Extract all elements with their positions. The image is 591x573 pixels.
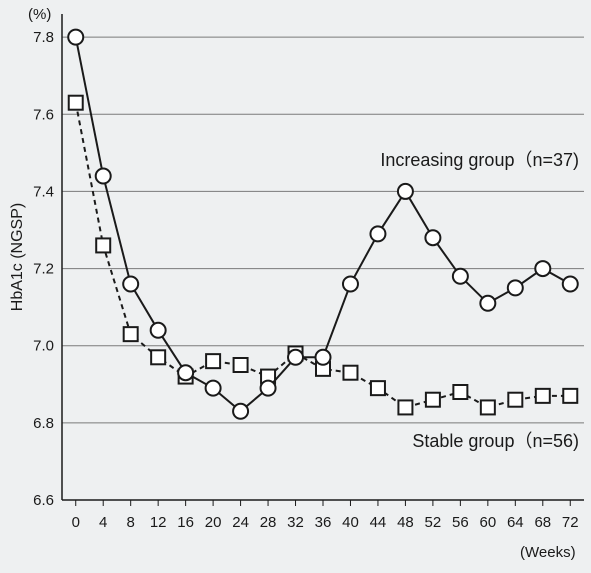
x-tick-label: 60 xyxy=(479,514,496,531)
data-point xyxy=(369,225,387,243)
data-point xyxy=(149,321,167,339)
x-tick-label: 8 xyxy=(127,514,135,531)
x-tick-label: 44 xyxy=(370,514,387,531)
y-tick-label: 7.6 xyxy=(33,106,54,123)
stable-group-label: Stable group（n=56) xyxy=(412,431,579,451)
y-tick-label: 7.4 xyxy=(33,183,54,200)
data-point xyxy=(452,384,469,400)
x-tick-label: 32 xyxy=(287,514,304,531)
increasing-group-label: Increasing group（n=37) xyxy=(380,150,579,170)
x-tick-label: 0 xyxy=(72,514,80,531)
data-point xyxy=(122,326,139,343)
data-point xyxy=(67,28,85,46)
x-tick-label: 40 xyxy=(342,514,359,531)
data-point xyxy=(506,279,524,297)
data-point xyxy=(67,94,84,111)
series-increasing-group xyxy=(67,28,579,420)
data-point xyxy=(424,391,441,408)
data-point xyxy=(177,364,195,382)
data-point xyxy=(561,275,579,293)
gridlines xyxy=(62,36,584,424)
data-point xyxy=(507,391,524,408)
data-point xyxy=(259,379,277,397)
x-tick-label: 52 xyxy=(425,514,442,531)
x-tick-label: 28 xyxy=(260,514,277,531)
data-point xyxy=(341,275,359,293)
x-tick-label: 64 xyxy=(507,514,524,531)
x-tick-label: 72 xyxy=(562,514,579,531)
data-point xyxy=(397,399,414,416)
data-point xyxy=(205,353,222,370)
data-point xyxy=(232,357,249,373)
data-point xyxy=(342,364,359,381)
data-point xyxy=(562,387,579,404)
x-tick-label: 36 xyxy=(315,514,332,531)
y-tick-label: 7.8 xyxy=(33,29,54,46)
data-point xyxy=(232,402,250,420)
data-point xyxy=(424,229,442,247)
data-point xyxy=(314,348,332,366)
data-point xyxy=(150,349,167,366)
x-tick-label: 12 xyxy=(150,514,167,531)
x-tick-labels: 0 4 8 12 16 20 24 28 32 36 40 44 48 52 56 60 64 68 72 xyxy=(72,500,579,531)
y-unit-label: (%) xyxy=(28,6,51,23)
axes xyxy=(61,14,584,501)
x-unit-label: (Weeks) xyxy=(520,544,576,561)
x-tick-label: 48 xyxy=(397,514,414,531)
y-axis-title: HbA1c (NGSP) xyxy=(9,203,26,311)
data-point xyxy=(451,267,469,285)
x-tick-label: 4 xyxy=(99,514,107,531)
y-tick-label: 6.6 xyxy=(33,492,54,509)
y-tick-labels: 6.6 6.8 7.0 7.2 7.4 7.6 7.8 xyxy=(33,29,54,509)
data-point xyxy=(479,294,497,312)
data-point xyxy=(534,387,551,404)
data-point xyxy=(95,237,112,254)
x-tick-label: 68 xyxy=(534,514,551,531)
x-tick-label: 56 xyxy=(452,514,469,531)
data-point xyxy=(287,348,305,366)
x-tick-label: 20 xyxy=(205,514,222,531)
y-tick-label: 6.8 xyxy=(33,415,54,432)
y-tick-label: 7.2 xyxy=(33,261,54,278)
data-point xyxy=(396,182,414,200)
data-point xyxy=(204,379,222,397)
data-point xyxy=(479,399,496,416)
data-point xyxy=(94,167,112,185)
x-tick-label: 24 xyxy=(232,514,249,531)
series-stable-group xyxy=(67,94,579,416)
y-tick-label: 7.0 xyxy=(33,338,54,355)
data-point xyxy=(534,260,552,278)
series xyxy=(67,28,579,420)
data-point xyxy=(122,275,140,293)
data-point xyxy=(369,380,386,397)
x-tick-label: 16 xyxy=(177,514,194,531)
